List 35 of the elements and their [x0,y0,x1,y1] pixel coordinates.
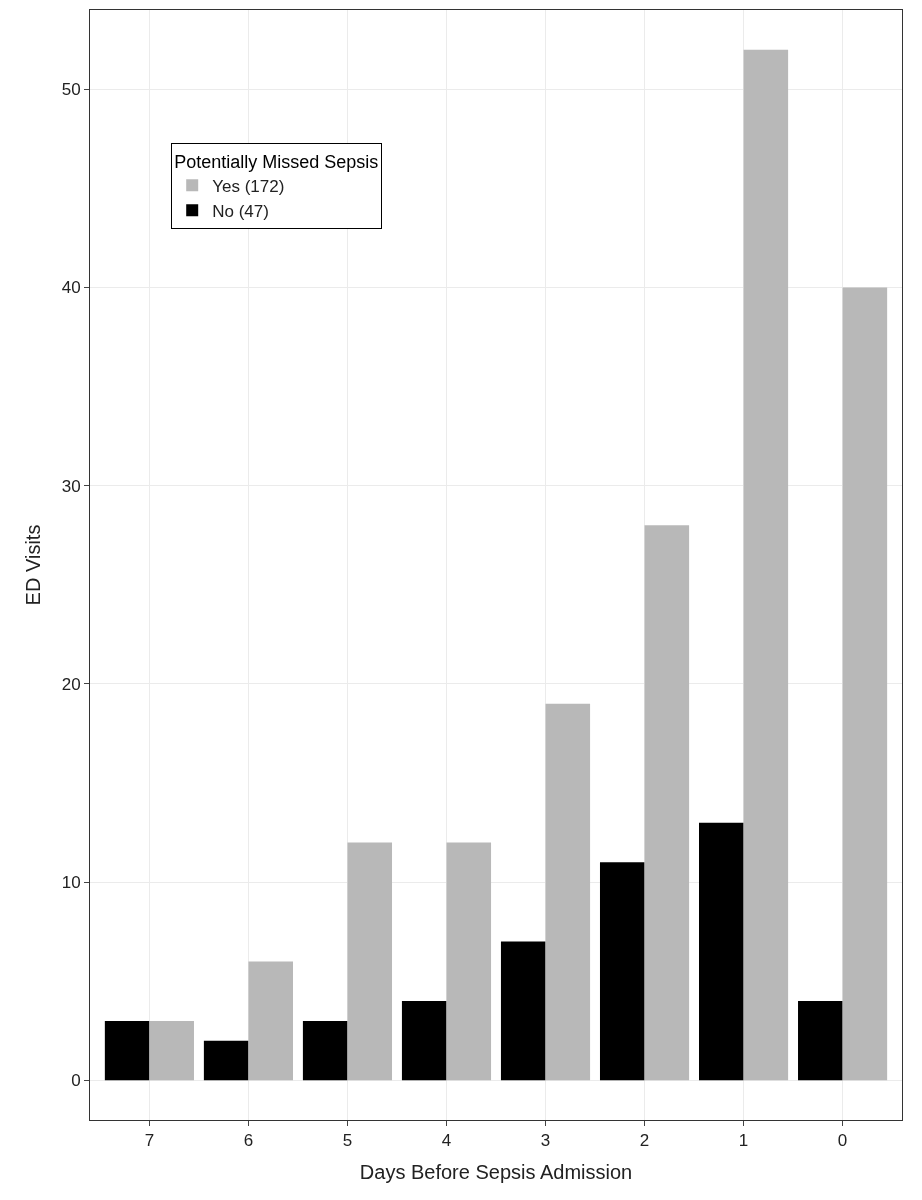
bar [599,862,645,1081]
bar [248,961,293,1081]
y-tick-label: 50 [61,80,81,100]
legend-label: No (47) [212,201,269,221]
x-tick-label: 6 [243,1131,254,1151]
bar [347,842,393,1081]
y-tick-label: 20 [61,674,81,694]
bar [104,1020,150,1081]
bar [401,1001,447,1081]
bar [446,842,492,1081]
bar [644,525,690,1081]
x-tick-label: 7 [144,1131,155,1151]
y-axis-title: ED Visits [22,524,45,606]
bar [699,822,744,1081]
bar [842,287,888,1081]
bar [743,49,789,1081]
bar [149,1020,194,1081]
x-tick-label: 3 [540,1131,551,1151]
y-tick-label: 30 [61,476,81,496]
x-axis-title: Days Before Sepsis Admission [359,1160,633,1183]
bar [545,703,591,1081]
x-tick-label: 2 [639,1131,650,1151]
bar [500,941,546,1081]
x-tick-label: 1 [738,1131,749,1151]
legend-title: Potentially Missed Sepsis [174,151,379,172]
bar [203,1040,249,1081]
x-tick-label: 0 [837,1131,848,1151]
x-tick-label: 5 [342,1131,353,1151]
y-tick-label: 10 [61,873,81,893]
y-tick-label: 40 [61,278,81,298]
bar [302,1020,348,1081]
legend-label: Yes (172) [212,176,285,196]
y-tick-label: 0 [71,1071,81,1091]
x-tick-label: 4 [441,1131,452,1151]
bar [798,1001,843,1081]
